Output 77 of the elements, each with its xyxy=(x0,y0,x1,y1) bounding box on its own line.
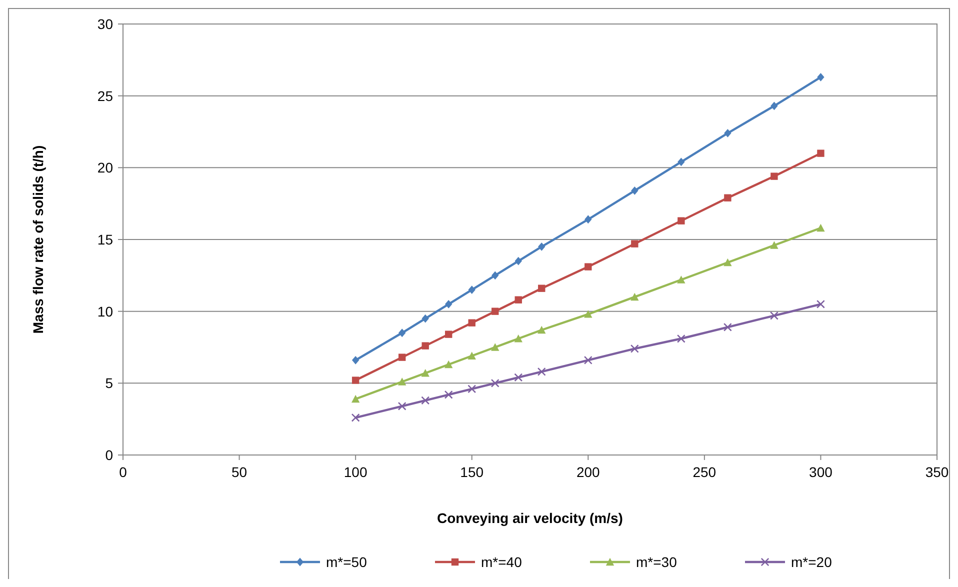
y-tick-label: 20 xyxy=(97,160,114,176)
point xyxy=(492,308,499,315)
point xyxy=(468,352,476,360)
point xyxy=(468,319,476,326)
point xyxy=(723,322,732,332)
point xyxy=(770,311,778,320)
point xyxy=(398,378,406,386)
point xyxy=(398,402,406,410)
y-tick-label: 5 xyxy=(105,375,114,392)
point xyxy=(514,373,523,382)
legend-label: m*=50 xyxy=(326,554,368,570)
point xyxy=(514,256,522,266)
point xyxy=(678,217,685,224)
y-tick-label: 30 xyxy=(97,16,114,32)
x-axis-title: Conveying air velocity (m/s) xyxy=(437,510,623,526)
point xyxy=(630,292,639,301)
point xyxy=(770,172,778,180)
point xyxy=(724,194,732,202)
y-tick-label: 10 xyxy=(97,303,114,320)
point xyxy=(816,300,825,308)
point xyxy=(352,376,360,384)
point xyxy=(491,343,500,351)
point xyxy=(492,271,499,280)
point xyxy=(422,314,429,323)
point xyxy=(351,413,360,422)
y-tick-label: 25 xyxy=(97,88,114,104)
x-tick-label: 50 xyxy=(231,464,248,480)
point xyxy=(584,263,592,270)
point xyxy=(398,328,406,338)
point xyxy=(584,356,592,364)
point xyxy=(538,326,546,334)
point xyxy=(445,330,452,338)
point xyxy=(468,384,476,394)
point xyxy=(468,286,476,294)
x-tick-label: 250 xyxy=(692,464,716,480)
legend-label: m*=20 xyxy=(791,554,832,570)
point xyxy=(584,310,592,318)
point xyxy=(724,128,732,138)
y-axis-title: Mass flow rate of solids (t/h) xyxy=(30,145,46,334)
point xyxy=(676,334,686,343)
point xyxy=(422,342,429,350)
point xyxy=(538,284,546,292)
point xyxy=(445,300,452,308)
point xyxy=(816,224,825,232)
point xyxy=(538,242,546,251)
point xyxy=(351,394,360,403)
point xyxy=(584,215,592,224)
point xyxy=(677,276,686,284)
point xyxy=(490,378,500,388)
point xyxy=(631,186,638,195)
y-tick-label: 0 xyxy=(105,447,114,463)
x-tick-label: 350 xyxy=(925,464,949,480)
point xyxy=(352,356,360,364)
x-tick-label: 150 xyxy=(460,464,484,480)
point xyxy=(630,344,639,353)
point xyxy=(770,241,778,249)
point xyxy=(724,258,732,266)
x-tick-label: 100 xyxy=(344,464,368,480)
x-tick-label: 0 xyxy=(119,464,128,480)
legend-label: m*=40 xyxy=(481,554,522,570)
point xyxy=(421,396,430,405)
point xyxy=(631,240,638,248)
point xyxy=(421,369,430,377)
x-tick-label: 300 xyxy=(809,464,833,480)
x-tick-label: 200 xyxy=(576,464,600,480)
point xyxy=(444,390,453,399)
point xyxy=(770,102,778,110)
point xyxy=(817,150,824,157)
point xyxy=(514,296,522,304)
point xyxy=(817,72,824,82)
point xyxy=(678,158,685,166)
point xyxy=(398,354,406,361)
point xyxy=(514,334,522,342)
point xyxy=(444,360,453,368)
y-tick-label: 15 xyxy=(97,232,114,248)
legend-label: m*=30 xyxy=(636,554,678,570)
point xyxy=(537,367,546,376)
